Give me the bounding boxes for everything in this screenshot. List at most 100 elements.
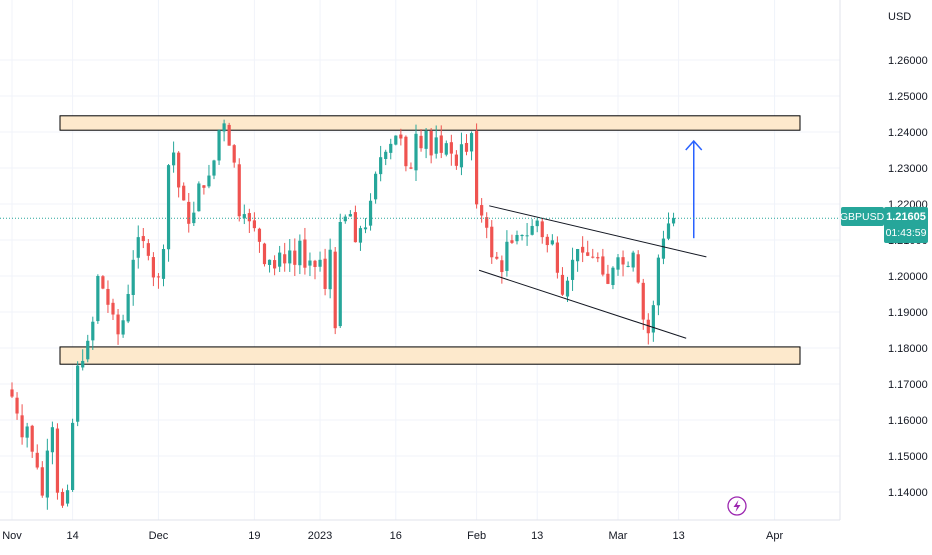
candle-body xyxy=(576,249,580,262)
candle xyxy=(591,248,595,259)
candle-body xyxy=(570,259,575,280)
candle-body xyxy=(328,249,332,290)
candle-body xyxy=(101,276,105,289)
candle-body xyxy=(515,234,519,242)
candle-body xyxy=(666,223,671,239)
candle-body xyxy=(212,160,216,176)
candle xyxy=(358,225,363,251)
candle xyxy=(333,247,337,335)
candle xyxy=(106,280,110,313)
candle-body xyxy=(55,428,60,493)
candle-body xyxy=(283,254,287,264)
candle-body xyxy=(76,365,80,422)
candle-body xyxy=(293,250,297,265)
candle xyxy=(429,128,433,164)
candle xyxy=(560,267,565,296)
candle xyxy=(485,212,489,239)
candle xyxy=(666,212,671,241)
time-tick-label: 19 xyxy=(248,530,260,542)
candle-body xyxy=(267,259,272,265)
candle-body xyxy=(530,225,534,235)
candle xyxy=(414,124,418,182)
candle xyxy=(303,227,307,275)
candle-body xyxy=(560,274,565,295)
candle-body xyxy=(207,175,211,187)
candle-body xyxy=(464,142,469,152)
candle xyxy=(606,264,610,285)
candle xyxy=(86,334,90,363)
candle xyxy=(136,225,140,269)
candle-body xyxy=(308,260,312,266)
price-tick-label: 1.17000 xyxy=(888,379,928,391)
candle xyxy=(449,134,453,166)
support-zone xyxy=(59,346,801,365)
candle xyxy=(500,255,504,284)
candle xyxy=(166,163,171,262)
candle-body xyxy=(343,216,347,222)
candle-body xyxy=(338,222,342,327)
candle xyxy=(368,193,373,231)
time-tick-label: 14 xyxy=(66,530,78,542)
candle xyxy=(545,234,549,253)
candle xyxy=(318,251,322,272)
zones xyxy=(59,115,801,365)
candle xyxy=(187,192,191,233)
candle-body xyxy=(278,252,282,267)
candle-body xyxy=(505,241,509,271)
candle xyxy=(540,218,544,244)
candle xyxy=(550,234,554,246)
candle xyxy=(621,250,625,277)
price-tick-label: 1.16000 xyxy=(888,415,928,427)
candle xyxy=(141,227,145,249)
candle xyxy=(252,212,256,232)
candle-body xyxy=(374,173,378,200)
candle-body xyxy=(65,490,70,504)
candle-body xyxy=(586,252,590,256)
candle-body xyxy=(257,228,262,242)
candle xyxy=(15,392,19,420)
candle xyxy=(656,254,660,316)
candle-body xyxy=(50,427,54,453)
candle-body xyxy=(192,212,196,224)
candle xyxy=(242,204,246,225)
candle xyxy=(298,234,302,275)
candle xyxy=(232,144,236,168)
candle-body xyxy=(242,214,246,219)
candle-body xyxy=(323,258,327,289)
candle xyxy=(111,298,115,321)
candle xyxy=(379,145,383,182)
candle xyxy=(601,248,605,277)
candle-body xyxy=(626,265,630,267)
candle-body xyxy=(631,252,635,268)
time-tick-label: Dec xyxy=(149,530,169,542)
candle-body xyxy=(262,243,267,265)
candle-body xyxy=(25,426,29,438)
candle-body xyxy=(106,288,110,305)
candle xyxy=(434,125,438,159)
candle-body xyxy=(656,257,660,306)
last-price-tag-bg xyxy=(884,207,928,243)
candle-body xyxy=(414,133,418,171)
candle xyxy=(404,135,408,172)
candle-body xyxy=(368,200,373,226)
candle-body xyxy=(621,257,625,265)
flash-event-icon[interactable] xyxy=(727,496,747,516)
trendlines xyxy=(478,139,707,339)
candle xyxy=(651,300,655,342)
candle-body xyxy=(363,227,368,230)
candle-body xyxy=(15,397,19,414)
candle xyxy=(616,254,620,276)
candle xyxy=(626,261,630,268)
candle xyxy=(323,248,327,296)
price-tag: GBPUSD 1.21605 01:43:59 xyxy=(840,207,928,243)
candle xyxy=(570,247,575,291)
candle-body xyxy=(404,136,408,167)
price-tick-label: 1.24000 xyxy=(888,127,928,139)
channel-lower-line xyxy=(478,269,687,339)
candle xyxy=(45,438,49,510)
candle-body xyxy=(389,143,393,153)
time-axis[interactable]: Nov 14 Dec 19 2023 16 Feb 13 Mar 13 Apr xyxy=(2,530,783,542)
